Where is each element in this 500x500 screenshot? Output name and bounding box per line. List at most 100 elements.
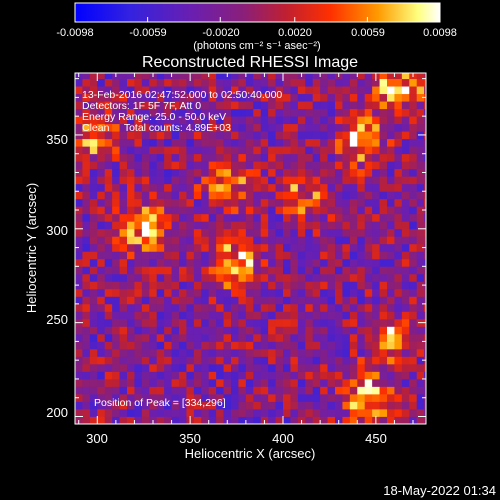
heatmap-cell bbox=[268, 123, 276, 132]
heatmap-cell bbox=[401, 266, 410, 275]
heatmap-cell bbox=[75, 296, 83, 305]
heatmap-cell bbox=[82, 243, 91, 252]
heatmap-cell bbox=[357, 228, 366, 237]
heatmap-cell bbox=[82, 123, 91, 132]
heatmap-cell bbox=[312, 416, 321, 424]
heatmap-cell bbox=[201, 116, 210, 125]
heatmap-cell bbox=[327, 296, 336, 305]
heatmap-cell bbox=[387, 356, 395, 365]
heatmap-cell bbox=[320, 168, 328, 177]
heatmap-cell bbox=[171, 198, 180, 207]
heatmap-cell bbox=[75, 108, 83, 117]
heatmap-cell bbox=[335, 116, 343, 125]
heatmap-cell bbox=[89, 108, 98, 117]
heatmap-cell bbox=[283, 266, 291, 275]
heatmap-cell bbox=[141, 116, 150, 125]
heatmap-cell bbox=[283, 168, 291, 177]
heatmap-cell bbox=[127, 393, 135, 402]
heatmap-cell bbox=[335, 363, 343, 372]
heatmap-cell bbox=[275, 146, 284, 155]
heatmap-cell bbox=[134, 288, 143, 297]
heatmap-cell bbox=[312, 206, 321, 215]
heatmap-cell bbox=[156, 73, 165, 80]
heatmap-cell bbox=[216, 348, 224, 357]
heatmap-cell bbox=[297, 183, 306, 192]
heatmap-cell bbox=[320, 363, 328, 372]
heatmap-cell bbox=[253, 168, 262, 177]
heatmap-cell bbox=[134, 86, 143, 95]
heatmap-cell bbox=[312, 341, 321, 350]
heatmap-cell bbox=[112, 108, 120, 117]
heatmap-cell bbox=[186, 386, 195, 395]
heatmap-cell bbox=[424, 251, 426, 260]
heatmap-cell bbox=[283, 386, 291, 395]
heatmap-cell bbox=[193, 371, 202, 380]
heatmap-cell bbox=[149, 288, 158, 297]
heatmap-cell bbox=[357, 73, 366, 80]
heatmap-cell bbox=[342, 221, 351, 230]
heatmap-cell bbox=[401, 221, 410, 230]
heatmap-cell bbox=[112, 393, 120, 402]
heatmap-cell bbox=[156, 333, 165, 342]
heatmap-cell bbox=[171, 161, 180, 170]
heatmap-cell bbox=[275, 138, 284, 147]
heatmap-cell bbox=[364, 386, 373, 395]
heatmap-cell bbox=[193, 386, 202, 395]
heatmap-cell bbox=[134, 168, 143, 177]
heatmap-cell bbox=[156, 363, 165, 372]
heatmap-cell bbox=[357, 161, 366, 170]
heatmap-cell bbox=[327, 86, 336, 95]
heatmap-cell bbox=[290, 401, 299, 410]
heatmap-cell bbox=[283, 371, 291, 380]
heatmap-cell bbox=[141, 416, 150, 424]
heatmap-cell bbox=[424, 176, 426, 185]
heatmap-cell bbox=[119, 146, 128, 155]
heatmap-cell bbox=[268, 363, 276, 372]
heatmap-cell bbox=[97, 131, 106, 140]
heatmap-cell bbox=[112, 93, 120, 102]
heatmap-cell bbox=[156, 78, 165, 87]
heatmap-cell bbox=[223, 168, 232, 177]
heatmap-cell bbox=[401, 333, 410, 342]
heatmap-cell bbox=[141, 386, 150, 395]
heatmap-cell bbox=[179, 191, 187, 200]
heatmap-cell bbox=[208, 93, 217, 102]
heatmap-cell bbox=[164, 288, 172, 297]
heatmap-cell bbox=[141, 288, 150, 297]
heatmap-cell bbox=[335, 183, 343, 192]
heatmap-cell bbox=[372, 363, 380, 372]
heatmap-cell bbox=[112, 303, 120, 312]
heatmap-cell bbox=[141, 371, 150, 380]
heatmap-cell bbox=[409, 303, 418, 312]
heatmap-cell bbox=[104, 251, 113, 260]
heatmap-cell bbox=[297, 266, 306, 275]
heatmap-cell bbox=[149, 303, 158, 312]
heatmap-cell bbox=[231, 393, 239, 402]
heatmap-cell bbox=[409, 348, 418, 357]
heatmap-cell bbox=[379, 356, 388, 365]
heatmap-cell bbox=[275, 183, 284, 192]
heatmap-cell bbox=[134, 386, 143, 395]
heatmap-cell bbox=[104, 198, 113, 207]
heatmap-cell bbox=[312, 333, 321, 342]
heatmap-cell bbox=[394, 198, 403, 207]
heatmap-cell bbox=[305, 153, 314, 162]
heatmap-cell bbox=[387, 168, 395, 177]
heatmap-cell bbox=[327, 371, 336, 380]
heatmap-cell bbox=[253, 213, 262, 222]
heatmap-cell bbox=[223, 266, 232, 275]
heatmap-cell bbox=[201, 356, 210, 365]
heatmap-cell bbox=[424, 266, 426, 275]
heatmap-cell bbox=[104, 258, 113, 267]
heatmap-cell bbox=[401, 251, 410, 260]
heatmap-cell bbox=[75, 78, 83, 87]
heatmap-cell bbox=[186, 333, 195, 342]
heatmap-cell bbox=[208, 281, 217, 290]
heatmap-cell bbox=[156, 221, 165, 230]
heatmap-cell bbox=[349, 138, 358, 147]
heatmap-cell bbox=[104, 371, 113, 380]
heatmap-cell bbox=[320, 131, 328, 140]
heatmap-cell bbox=[201, 408, 210, 417]
heatmap-cell bbox=[401, 273, 410, 282]
heatmap-cell bbox=[119, 101, 128, 110]
